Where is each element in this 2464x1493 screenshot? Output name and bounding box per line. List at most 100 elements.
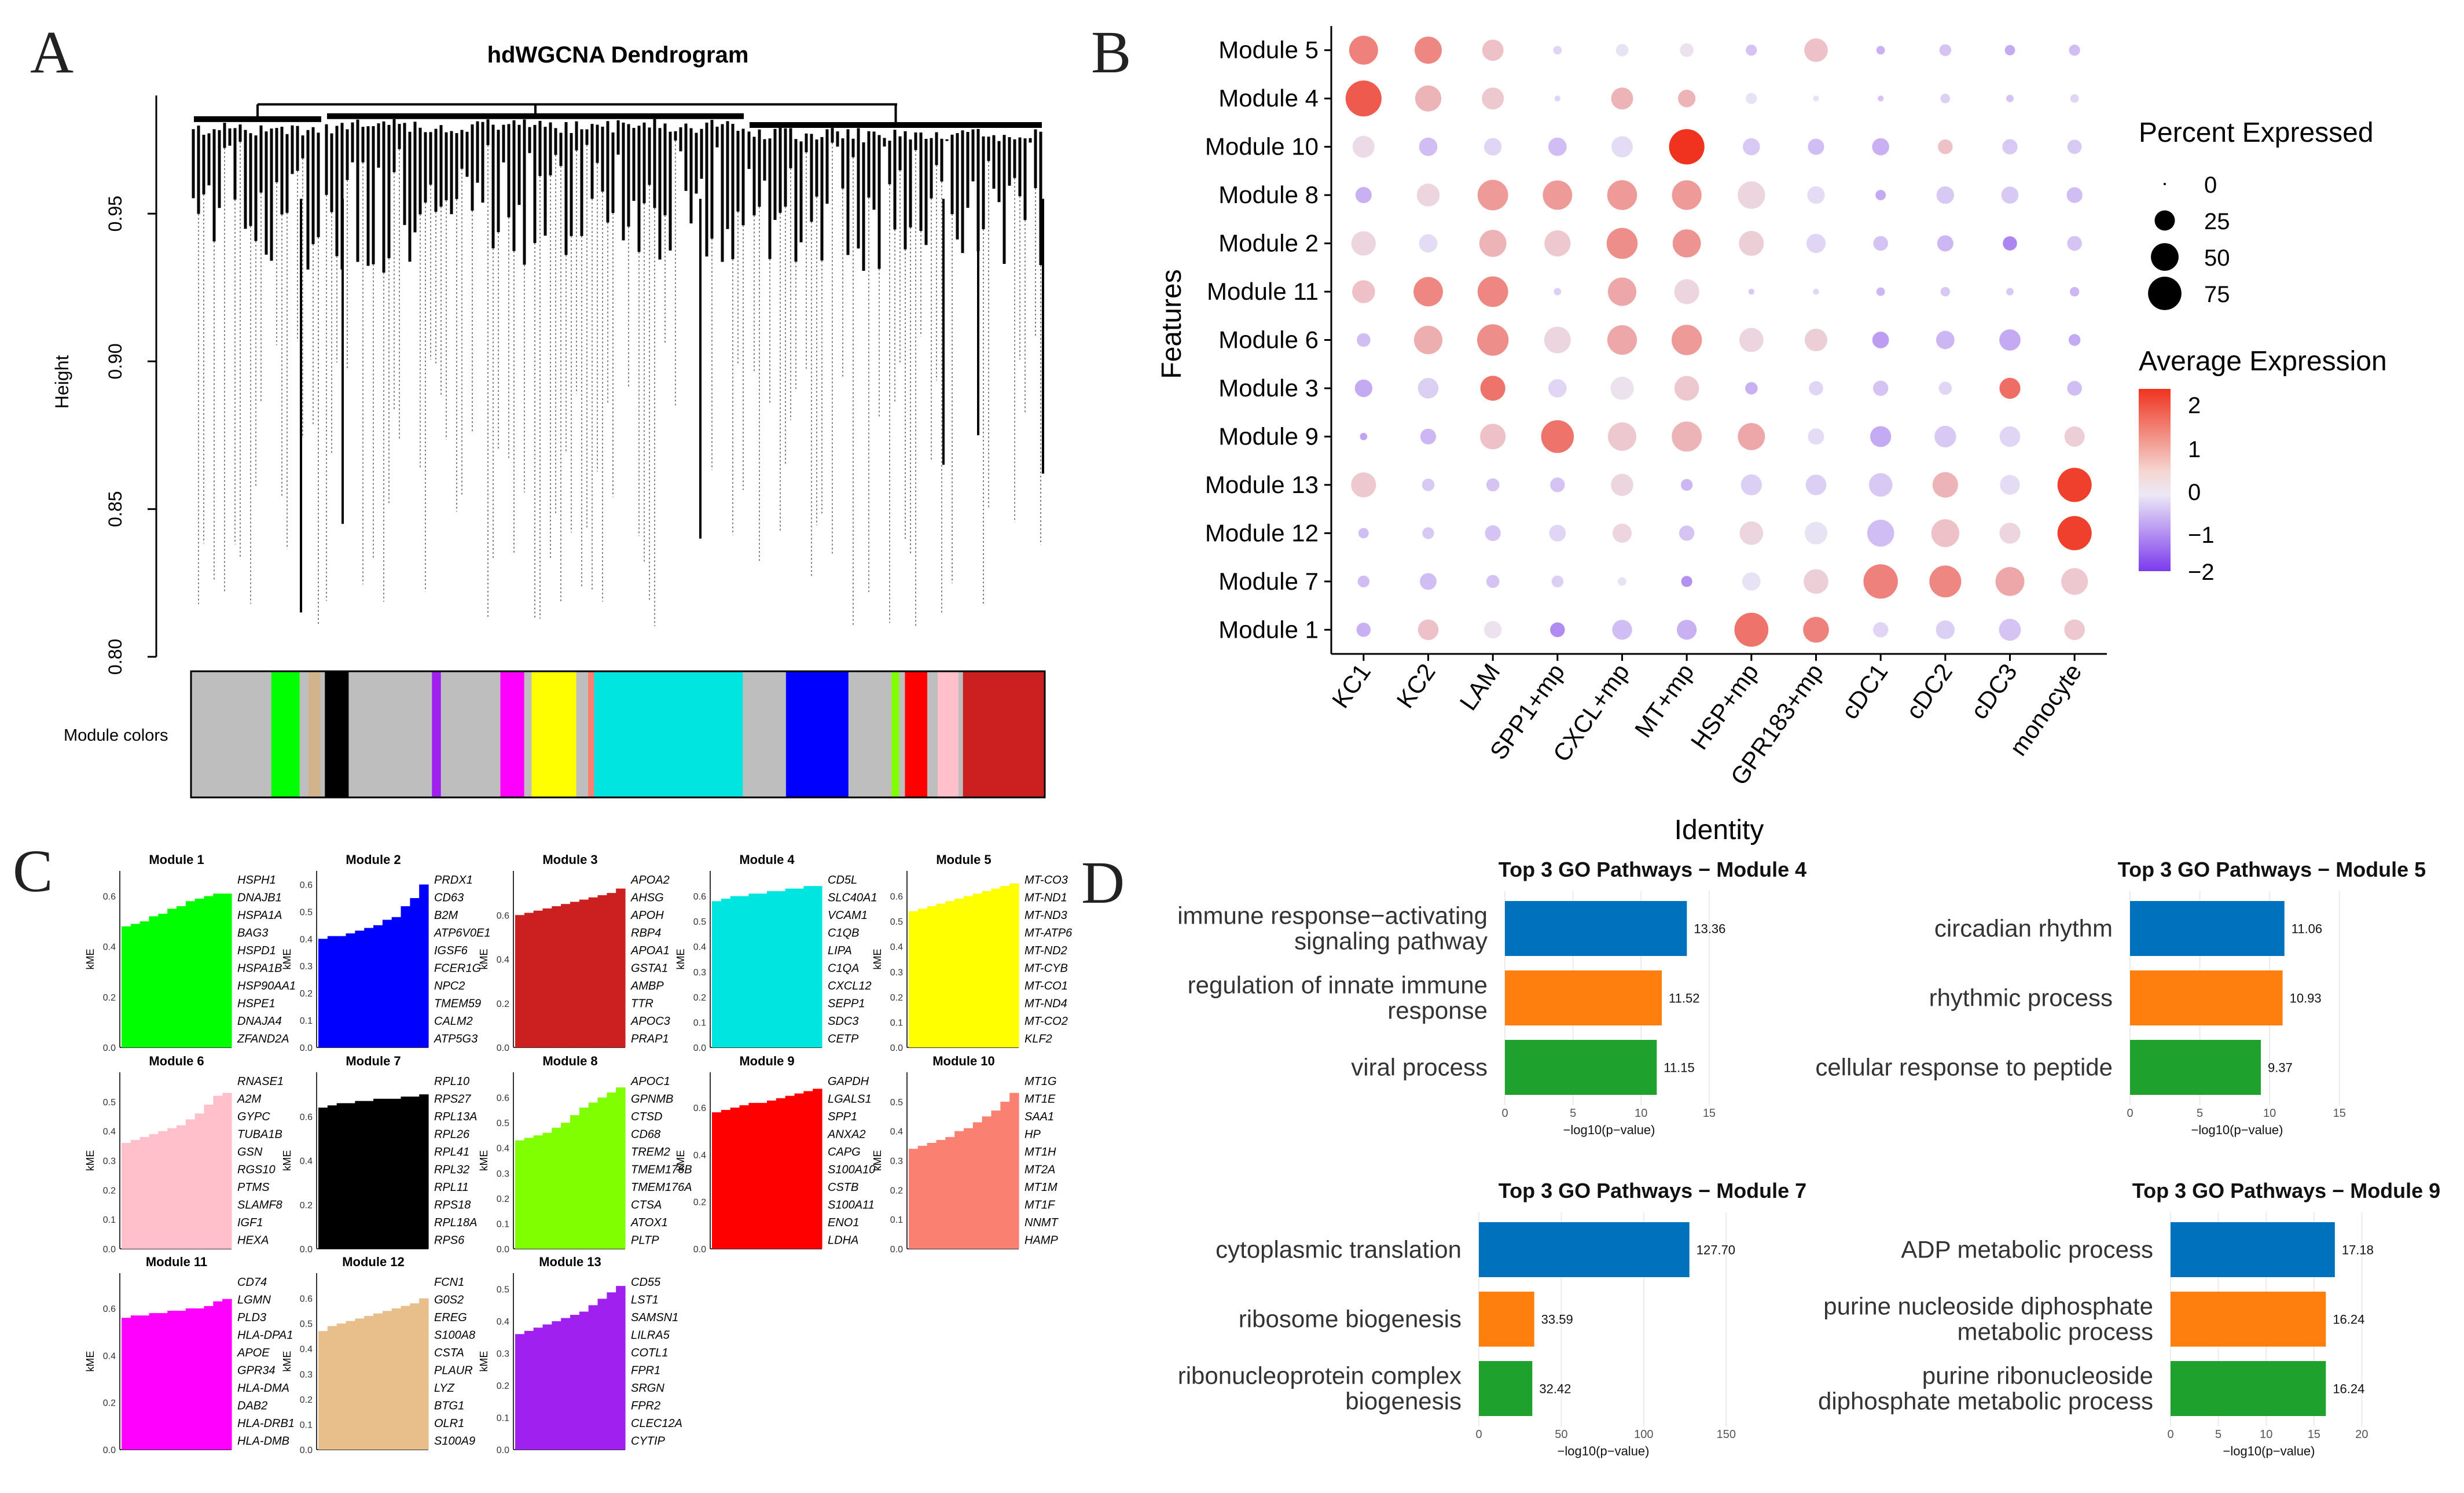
kme-bar xyxy=(909,1149,919,1249)
kme-gene-label: APOH xyxy=(630,909,664,922)
kme-y-tick-label: 0.2 xyxy=(300,1395,313,1405)
kme-gene-label: RPL32 xyxy=(434,1164,469,1176)
kme-gene-label: APOA2 xyxy=(630,874,670,887)
size-legend-dot xyxy=(2164,183,2166,185)
kme-bar xyxy=(130,924,141,1047)
dotplot-point xyxy=(2069,45,2080,56)
dotplot-point xyxy=(2002,139,2018,155)
kme-bar xyxy=(758,893,768,1047)
go-x-tick-label: 10 xyxy=(2263,1107,2276,1120)
kme-bar xyxy=(533,1135,544,1249)
kme-bar xyxy=(185,1119,196,1249)
go-bar-label: cytoplasmic translation xyxy=(1216,1236,1461,1263)
kme-y-tick-label: 0.0 xyxy=(890,1245,903,1255)
kme-gene-label: S100A11 xyxy=(828,1199,875,1212)
kme-gene-label: IGF1 xyxy=(237,1216,263,1229)
go-bar xyxy=(1505,1040,1657,1095)
kme-y-tick-label: 0.4 xyxy=(300,1345,313,1355)
kme-bar xyxy=(355,1318,365,1450)
kme-gene-label: CSTA xyxy=(434,1347,464,1359)
kme-bar xyxy=(222,893,232,1047)
dotplot-point xyxy=(1420,428,1437,445)
kme-bar xyxy=(533,1327,544,1450)
kme-bar xyxy=(419,1298,429,1450)
kme-bar xyxy=(515,915,525,1047)
kme-bar xyxy=(524,1138,534,1249)
kme-y-tick-label: 0.3 xyxy=(300,1370,313,1380)
kme-y-tick-label: 0.0 xyxy=(890,1043,903,1053)
dotplot-point xyxy=(1938,381,1952,395)
module-colors-label: Module colors xyxy=(64,726,168,745)
dotplot-point xyxy=(1876,287,1885,296)
dotplot-point xyxy=(1541,420,1574,453)
kme-bar xyxy=(194,1308,205,1450)
dotplot-point xyxy=(1680,479,1693,491)
kme-plot-title: Module 1 xyxy=(149,852,204,867)
kme-gene-label: DNAJA4 xyxy=(237,1015,282,1028)
dotplot-point xyxy=(1671,325,1702,355)
go-x-label: −log10(p−value) xyxy=(2191,1123,2283,1137)
dotplot-point xyxy=(1484,621,1502,639)
kme-y-tick-label: 0.6 xyxy=(103,1304,116,1314)
kme-gene-label: RPS6 xyxy=(434,1234,465,1247)
dotplot-point xyxy=(1612,620,1632,640)
kme-gene-label: RPS27 xyxy=(434,1093,471,1106)
kme-gene-label: GAPDH xyxy=(828,1075,869,1088)
dotplot-point xyxy=(1345,80,1382,117)
dendrogram-y-tick-label: 0.85 xyxy=(105,491,126,527)
kme-y-label: kME xyxy=(675,949,686,970)
kme-y-tick-label: 0.0 xyxy=(300,1043,313,1053)
kme-gene-label: RPL26 xyxy=(434,1128,470,1141)
go-bar xyxy=(1479,1361,1533,1416)
dotplot-point xyxy=(1808,428,1824,445)
dotplot-point xyxy=(1804,38,1828,62)
dotplot-x-tick-label: KC1 xyxy=(1327,659,1376,713)
kme-bar xyxy=(579,1311,589,1450)
dotplot-point xyxy=(1355,187,1372,204)
go-bar-label: ribosome biogenesis xyxy=(1239,1306,1461,1333)
kme-gene-label: HLA-DRB1 xyxy=(237,1417,295,1430)
dotplot-x-tick-label: cDC1 xyxy=(1836,659,1893,724)
kme-bar xyxy=(748,1102,758,1249)
kme-gene-label: PRDX1 xyxy=(434,874,473,887)
dotplot-point xyxy=(2066,187,2083,203)
go-bar-label: purine ribonucleoside xyxy=(1922,1362,2153,1389)
kme-y-label: kME xyxy=(478,949,490,970)
dotplot-point xyxy=(1813,288,1819,295)
dotplot-point xyxy=(1551,575,1564,588)
dotplot-point xyxy=(1738,422,1765,450)
color-legend-title: Average Expression xyxy=(2139,346,2387,377)
kme-gene-label: SPP1 xyxy=(828,1110,857,1123)
kme-y-tick-label: 0.6 xyxy=(693,892,706,902)
kme-gene-label: CD63 xyxy=(434,892,464,904)
kme-gene-label: TMEM176B xyxy=(631,1164,692,1176)
module-color-segment xyxy=(440,671,501,797)
go-plot-title: Top 3 GO Pathways − Module 4 xyxy=(1499,858,1806,881)
kme-gene-label: MT-CO3 xyxy=(1024,874,1068,887)
kme-bar xyxy=(721,1110,731,1249)
kme-bar xyxy=(327,1105,337,1249)
kme-bar xyxy=(1009,1093,1019,1249)
color-legend-label: 2 xyxy=(2188,393,2201,418)
kme-gene-label: HSPD1 xyxy=(237,944,276,957)
kme-gene-label: A2M xyxy=(237,1093,261,1106)
go-bar xyxy=(2171,1222,2335,1277)
dotplot-point xyxy=(1867,520,1894,547)
kme-bar xyxy=(991,1110,1001,1249)
go-x-tick-label: 0 xyxy=(1475,1428,1482,1441)
go-x-tick-label: 0 xyxy=(2127,1107,2133,1120)
kme-gene-label: ATP6V0E1 xyxy=(434,927,490,940)
dotplot-point xyxy=(1354,379,1372,398)
kme-plot-title: Module 9 xyxy=(739,1054,794,1068)
kme-bar xyxy=(401,906,410,1047)
dotplot-point xyxy=(1615,43,1629,57)
kme-y-tick-label: 0.2 xyxy=(497,1194,509,1204)
kme-bar xyxy=(346,1321,355,1450)
kme-bar xyxy=(336,936,347,1047)
kme-gene-label: DNAJB1 xyxy=(237,892,282,904)
kme-gene-label: DAB2 xyxy=(237,1400,267,1413)
go-bar-label: ribonucleoprotein complex xyxy=(1178,1362,1461,1389)
kme-gene-label: HLA-DMA xyxy=(237,1382,289,1395)
kme-bar xyxy=(391,917,402,1047)
kme-gene-label: RNASE1 xyxy=(237,1075,284,1088)
